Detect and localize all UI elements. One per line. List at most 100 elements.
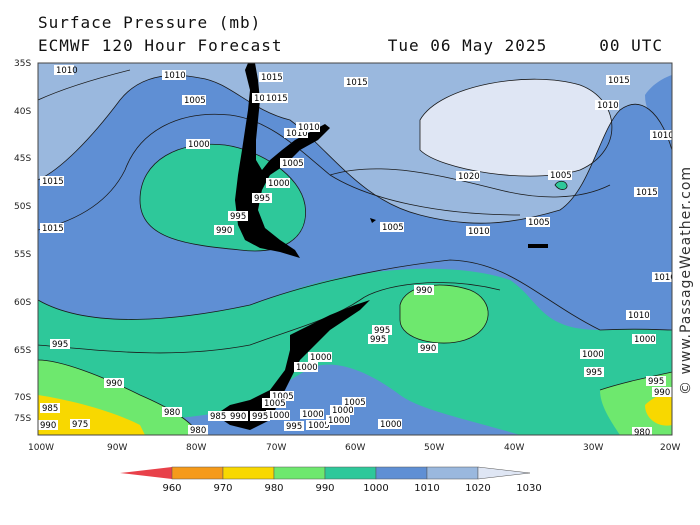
colorbar-legend: 960 970 980 990 1000 1010 1020 1030: [120, 466, 542, 494]
colorbar-swatch: [375, 466, 428, 480]
contour-label: 1005: [380, 222, 404, 233]
contour-label: 995: [252, 193, 272, 204]
contour-label: 1015: [606, 75, 630, 86]
svg-text:1015: 1015: [636, 188, 658, 198]
lat-label: 50S: [14, 202, 31, 212]
svg-text:980: 980: [634, 428, 650, 438]
svg-text:990: 990: [420, 344, 436, 354]
colorbar-swatch: [426, 466, 479, 480]
contour-label: 980: [632, 427, 652, 438]
contour-label: 1005: [526, 217, 550, 228]
svg-text:1005: 1005: [308, 421, 330, 431]
contour-label: 995: [584, 367, 604, 378]
contour-label: 990: [104, 378, 124, 389]
field-low-center: [400, 285, 489, 344]
svg-text:1010: 1010: [654, 273, 676, 283]
contour-label: 1000: [300, 409, 324, 420]
svg-text:1015: 1015: [346, 78, 368, 88]
contour-label: 990: [652, 387, 672, 398]
forecast-info: ECMWF 120 Hour Forecast Tue 06 May 2025 …: [38, 36, 663, 55]
contour-labels: 1010 1015 1015 1010 1015 1005 1015 1010 …: [38, 65, 676, 438]
contour-label: 1015: [634, 187, 658, 198]
contour-label: 1015: [40, 223, 64, 234]
svg-text:980: 980: [190, 426, 206, 436]
contour-label: 1010: [466, 226, 490, 237]
svg-text:1010: 1010: [164, 71, 186, 81]
contour-label: 1010: [162, 70, 186, 81]
svg-text:995: 995: [252, 412, 268, 422]
svg-text:995: 995: [230, 212, 246, 222]
lon-label: 90W: [107, 443, 127, 453]
lon-label: 30W: [583, 443, 603, 453]
contour-label: 995: [372, 325, 392, 336]
lon-label: 100W: [28, 443, 54, 453]
contour-label: 1015: [40, 176, 64, 187]
field-990-1000: [38, 268, 672, 435]
colorbar-tick-label: 990: [315, 483, 334, 494]
contour-label: 1010: [626, 310, 650, 321]
contour-label: 1000: [294, 362, 318, 373]
svg-text:1015: 1015: [266, 94, 288, 104]
contour-label: 990: [418, 343, 438, 354]
svg-text:1000: 1000: [188, 140, 210, 150]
contour-label: 975: [70, 419, 90, 430]
svg-text:1015: 1015: [42, 177, 64, 187]
svg-text:985: 985: [42, 404, 58, 414]
svg-text:1010: 1010: [597, 101, 619, 111]
svg-text:1000: 1000: [302, 410, 324, 420]
contour-label: 990: [214, 225, 234, 236]
contour-label: 1005: [182, 95, 206, 106]
svg-text:1015: 1015: [42, 224, 64, 234]
field-small-low: [555, 181, 568, 190]
svg-text:995: 995: [648, 377, 664, 387]
svg-text:990: 990: [230, 412, 246, 422]
colorbar-arrow-low: [120, 467, 172, 479]
contour-label: 995: [368, 334, 388, 345]
svg-text:990: 990: [654, 388, 670, 398]
contour-label: 995: [646, 376, 666, 387]
svg-text:1005: 1005: [344, 398, 366, 408]
svg-text:1005: 1005: [264, 399, 286, 409]
svg-text:995: 995: [286, 422, 302, 432]
contour-label: 1010: [595, 100, 619, 111]
contour-label: 1005: [306, 420, 330, 431]
svg-text:990: 990: [40, 421, 56, 431]
svg-text:990: 990: [106, 379, 122, 389]
contour-label: 1000: [326, 415, 350, 426]
svg-text:1000: 1000: [328, 416, 350, 426]
contour-label: 1000: [266, 410, 290, 421]
colorbar-swatch: [171, 466, 224, 480]
lon-label: 20W: [660, 443, 680, 453]
colorbar-tick-label: 960: [162, 483, 181, 494]
svg-text:990: 990: [216, 226, 232, 236]
watermark: © www.PassageWeather.com: [678, 165, 694, 395]
svg-text:1010: 1010: [628, 311, 650, 321]
lon-label: 70W: [266, 443, 286, 453]
colorbar-swatch: [273, 466, 326, 480]
svg-text:980: 980: [164, 408, 180, 418]
lon-label: 50W: [424, 443, 444, 453]
lon-label: 40W: [504, 443, 524, 453]
colorbar-tick-label: 1030: [516, 483, 541, 494]
latitude-axis: 35S 40S 45S 50S 55S 60S 65S 70S 75S: [14, 59, 31, 424]
field-970-980-east: [645, 390, 672, 426]
svg-text:1010: 1010: [286, 129, 308, 139]
lon-label: 80W: [186, 443, 206, 453]
contour-label: 990: [228, 411, 248, 422]
contour-label: 1000: [378, 419, 402, 430]
svg-text:1000: 1000: [296, 363, 318, 373]
contour-label: 990: [38, 420, 58, 431]
pressure-fields: 1010 1015 1015 1010 1015 1005 1015 1010 …: [38, 63, 676, 438]
svg-text:995: 995: [370, 335, 386, 345]
lon-label: 60W: [345, 443, 365, 453]
lat-label: 65S: [14, 346, 31, 356]
svg-text:1020: 1020: [458, 172, 480, 182]
colorbar-tick-label: 1020: [465, 483, 490, 494]
contour-label: 990: [414, 285, 434, 296]
contour-label: 1005: [280, 158, 304, 169]
svg-text:1015: 1015: [608, 76, 630, 86]
contour-label: 980: [162, 407, 182, 418]
contour-label: 1010: [650, 130, 672, 141]
contour-label: 1000: [266, 178, 290, 189]
lat-label: 45S: [14, 154, 31, 164]
